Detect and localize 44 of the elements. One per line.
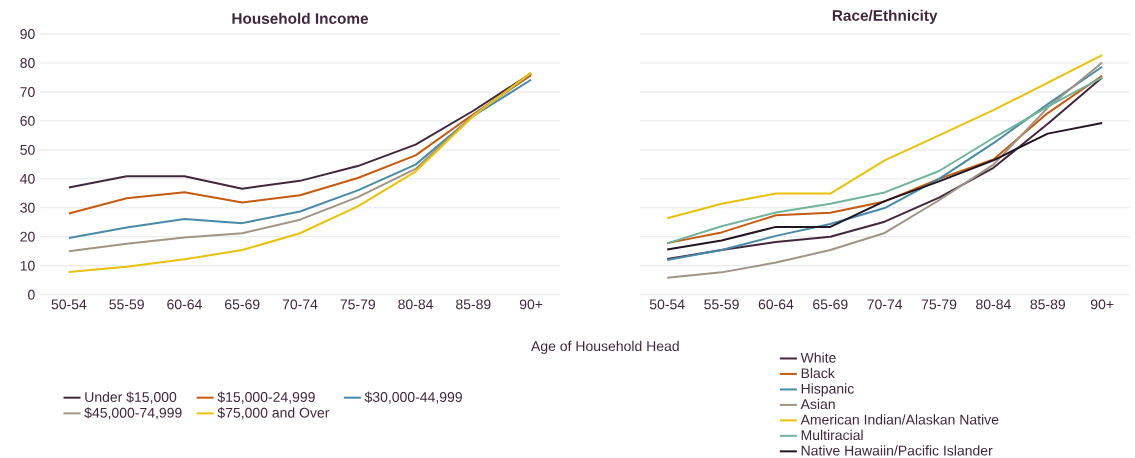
- x-tick-label: 55-59: [704, 299, 739, 310]
- legend-label: Multiracial: [801, 429, 863, 441]
- x-tick-label: 75-79: [921, 299, 957, 310]
- y-tick-label: 20: [20, 231, 35, 242]
- legend-label: Black: [801, 367, 835, 379]
- y-tick-label: 30: [20, 202, 35, 213]
- y-tick-label: 80: [20, 58, 35, 68]
- y-tick-label: 90: [20, 29, 35, 39]
- legend-label: Hispanic: [801, 383, 854, 397]
- x-tick-label: 60-64: [758, 299, 794, 310]
- legend-label: $45,000-74,999: [84, 407, 182, 420]
- x-tick-label: 80-84: [398, 299, 434, 310]
- y-tick-label: 60: [20, 115, 35, 126]
- x-tick-label: 65-69: [225, 299, 260, 310]
- x-tick-label: 70-74: [867, 299, 903, 310]
- y-tick-label: 10: [20, 260, 35, 271]
- x-tick-label: 80-84: [976, 299, 1011, 310]
- legend-label: Native Hawaiin/Pacific Islander: [801, 445, 993, 456]
- legend-label: American Indian/Alaskan Native: [800, 414, 999, 425]
- y-tick-label: 0: [28, 289, 35, 300]
- legend-label: $30,000-44,999: [364, 391, 462, 404]
- y-tick-label: 70: [20, 86, 35, 97]
- chart-title: Race/Ethnicity: [832, 9, 938, 24]
- x-tick-label: 75-79: [340, 299, 375, 310]
- x-tick-label: 50-54: [51, 299, 87, 310]
- legend-label: $75,000 and Over: [217, 407, 330, 420]
- x-tick-label: 90+: [1090, 299, 1114, 310]
- legend-label: White: [800, 352, 836, 363]
- legend-label: Under $15,000: [85, 391, 177, 404]
- x-tick-label: 90+: [519, 299, 543, 310]
- x-tick-label: 70-74: [282, 299, 318, 310]
- x-tick-label: 65-69: [813, 299, 848, 310]
- x-axis-title: Age of Household Head: [531, 340, 679, 354]
- x-tick-label: 55-59: [109, 299, 144, 310]
- x-tick-label: 85-89: [456, 299, 491, 310]
- x-tick-label: 85-89: [1030, 299, 1066, 310]
- x-tick-label: 60-64: [167, 299, 202, 310]
- line-series: [67, 74, 533, 215]
- legend-label: Asian: [800, 398, 835, 410]
- chart-title: Household Income: [232, 12, 369, 24]
- x-tick-label: 50-54: [649, 299, 685, 310]
- legend-label: $15,000-24,999: [217, 391, 315, 404]
- y-tick-label: 40: [20, 173, 35, 184]
- y-tick-label: 50: [20, 144, 35, 155]
